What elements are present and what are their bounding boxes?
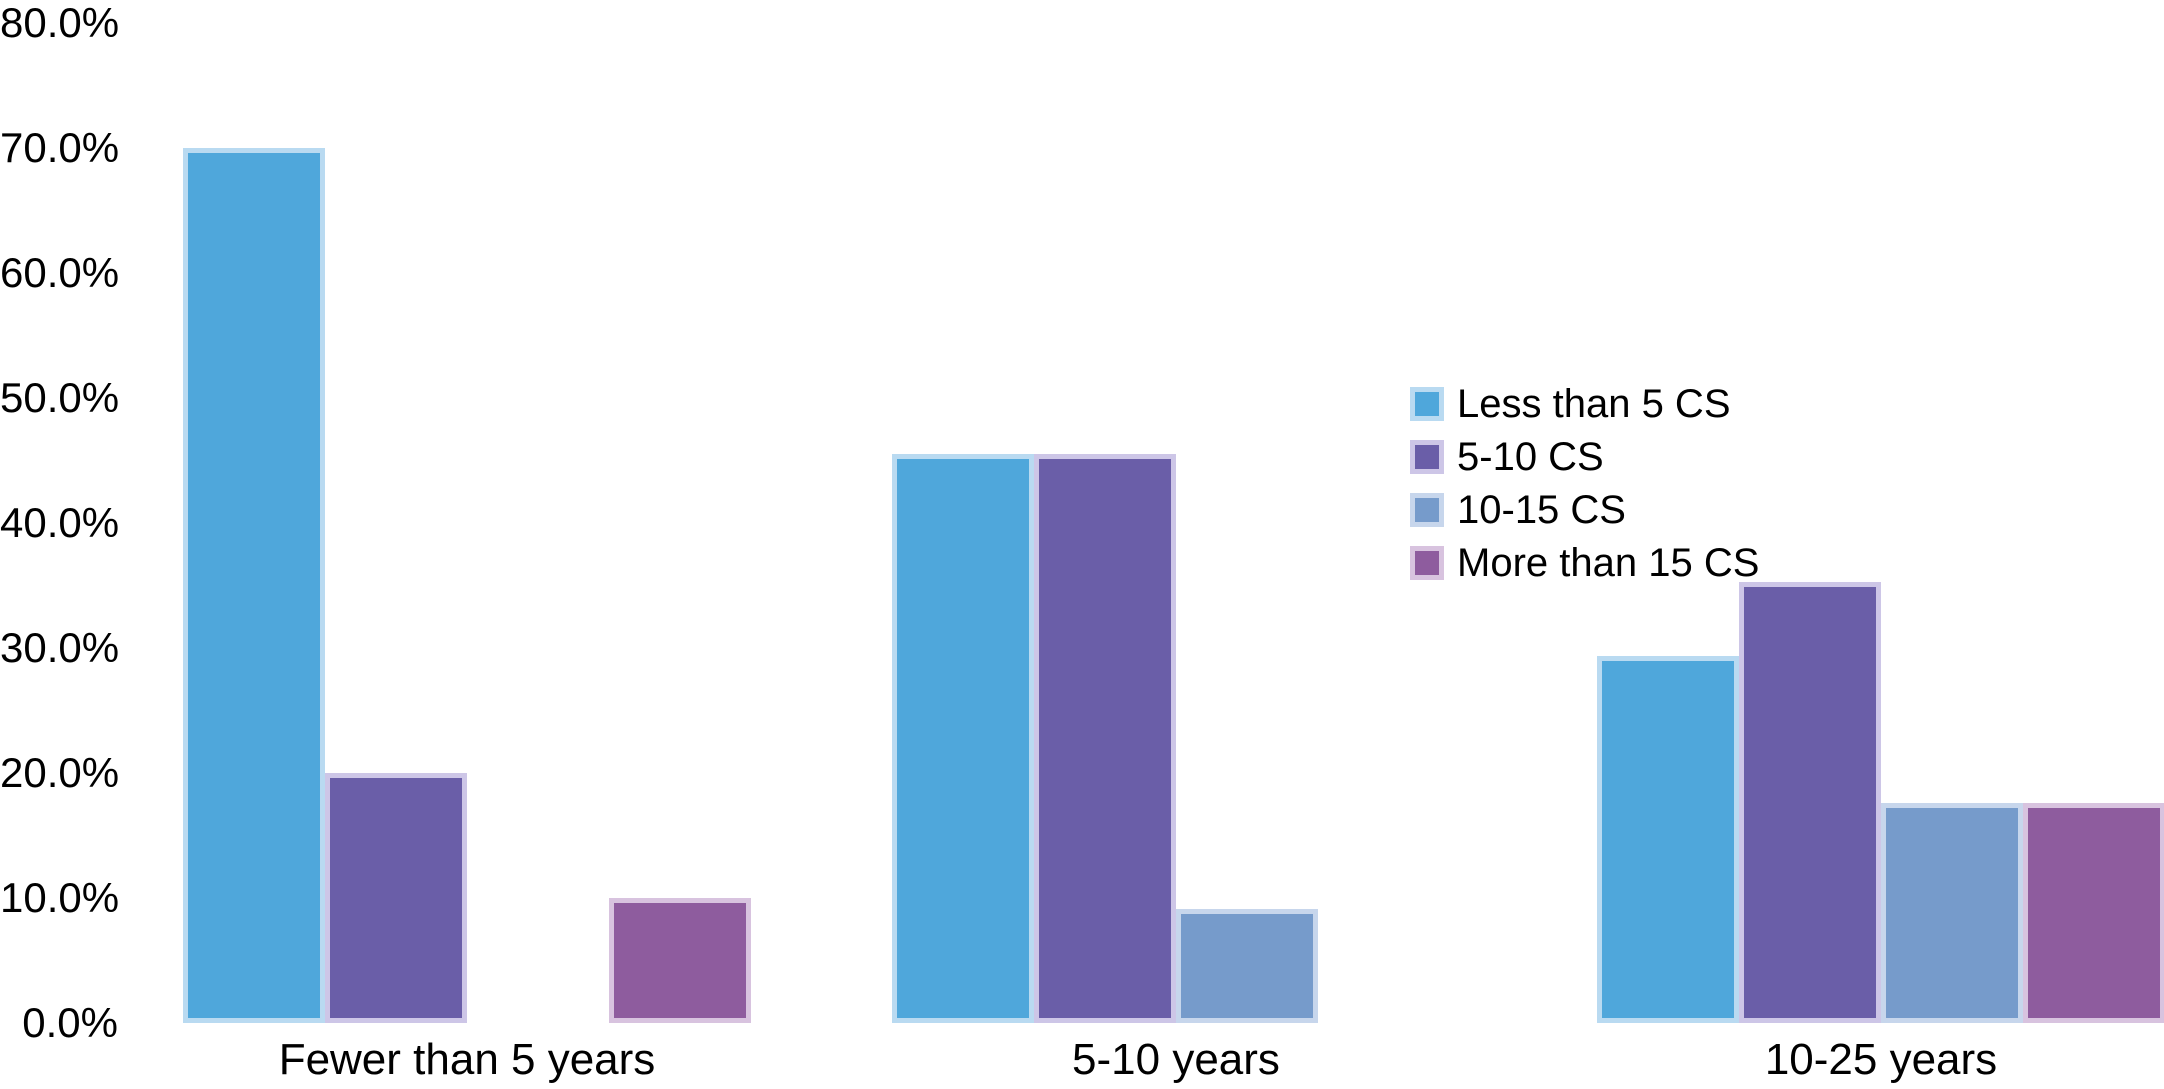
y-tick-label: 80.0%	[0, 0, 120, 46]
bar-group3-series3	[1881, 803, 2023, 1023]
y-tick-label: 40.0%	[0, 499, 120, 546]
legend-label: Less than 5 CS	[1457, 382, 1731, 426]
legend-label: 5-10 CS	[1457, 435, 1604, 479]
x-category-label: 10-25 years	[1764, 1035, 1998, 1084]
legend-label: More than 15 CS	[1457, 541, 1760, 585]
legend-item: More than 15 CS	[1410, 543, 1759, 583]
y-tick-label: 60.0%	[0, 249, 120, 296]
x-category-label: 5-10 years	[1072, 1035, 1280, 1084]
legend-swatch-icon	[1410, 387, 1444, 421]
bar-group3-series4	[2023, 803, 2164, 1023]
bar-group1-series2	[325, 773, 467, 1023]
bar-group2-series1	[892, 454, 1034, 1023]
y-tick-label: 70.0%	[0, 124, 120, 171]
bar-group3-series2	[1739, 581, 1881, 1023]
bar-group3-series1	[1597, 655, 1739, 1023]
legend-item: 5-10 CS	[1410, 437, 1759, 477]
legend: Less than 5 CS 5-10 CS 10-15 CS More than 1…	[1410, 384, 1759, 583]
legend-swatch-icon	[1410, 493, 1444, 527]
y-tick-label: 0.0%	[22, 999, 118, 1046]
y-tick-label: 20.0%	[0, 749, 120, 796]
bar-group1-series1	[183, 148, 325, 1023]
bar-group1-series4	[609, 898, 751, 1023]
y-tick-label: 50.0%	[0, 374, 120, 421]
legend-item: 10-15 CS	[1410, 490, 1759, 530]
bar-group2-series2	[1034, 454, 1176, 1023]
y-tick-label: 10.0%	[0, 874, 120, 921]
x-category-label: Fewer than 5 years	[278, 1035, 656, 1084]
bar-group2-series3	[1176, 909, 1318, 1023]
legend-swatch-icon	[1410, 440, 1444, 474]
legend-item: Less than 5 CS	[1410, 384, 1759, 424]
y-tick-label: 30.0%	[0, 624, 120, 671]
legend-swatch-icon	[1410, 546, 1444, 580]
legend-label: 10-15 CS	[1457, 488, 1626, 532]
